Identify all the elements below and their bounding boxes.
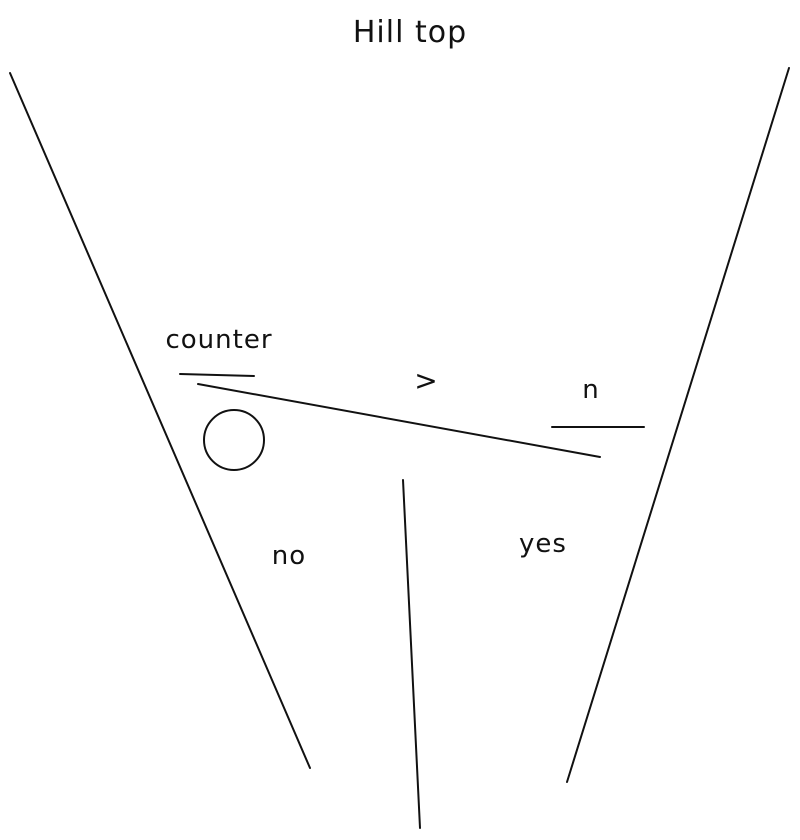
center-divider — [402, 479, 421, 829]
yes-label: yes — [519, 529, 567, 559]
no-label: no — [272, 541, 306, 571]
counter-label: counter — [165, 325, 272, 355]
diagram-title: Hill top — [353, 15, 467, 50]
comparison-symbol: > — [414, 364, 437, 397]
ball-circle — [203, 409, 265, 471]
lever-bar — [197, 383, 601, 458]
counter-underline — [179, 373, 255, 377]
n-label: n — [582, 375, 599, 405]
right-funnel-wall — [566, 67, 790, 783]
left-funnel-wall — [9, 72, 311, 769]
